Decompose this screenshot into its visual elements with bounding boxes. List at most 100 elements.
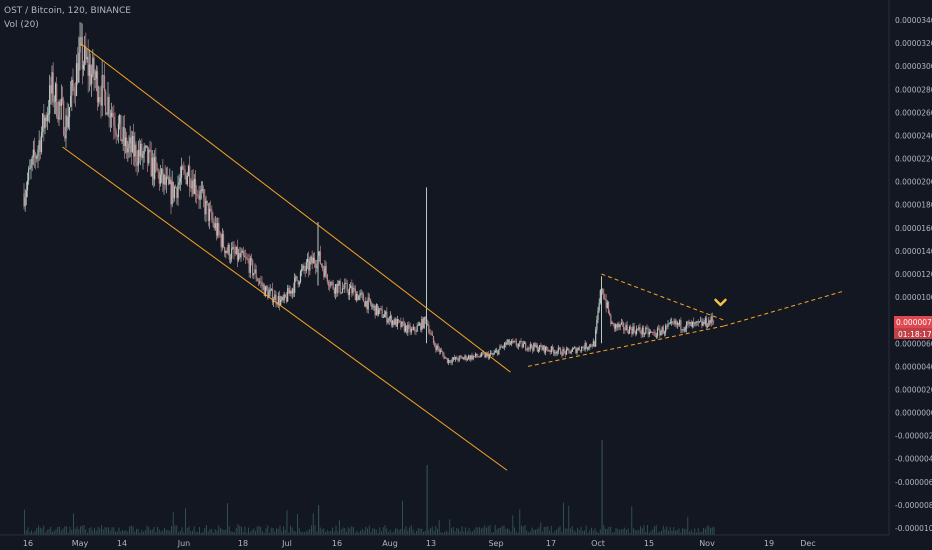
candle-body (70, 95, 72, 107)
candle-body (404, 325, 407, 332)
price-axis[interactable]: 0.00003400 0.00003200 0.00003000 0.00002800… (888, 0, 932, 535)
candle-body (218, 222, 220, 233)
candle-body (305, 262, 307, 271)
volume-bar (505, 529, 507, 535)
volume-bar (521, 525, 522, 535)
volume-bar (608, 526, 610, 535)
candle-body (85, 46, 87, 60)
volume-bar (547, 526, 549, 535)
volume-bar (53, 530, 55, 535)
candle-body (329, 285, 331, 287)
candle-body (112, 112, 114, 117)
candle-body (639, 327, 641, 332)
volume-bar (594, 528, 596, 535)
volume-bar (48, 528, 50, 535)
y-tick-label: 0.00003000 (895, 62, 932, 71)
candle-body (126, 137, 128, 153)
candle-body (632, 326, 634, 334)
volume-bar (239, 525, 241, 535)
candle-body (96, 71, 99, 103)
y-tick-label: 0.00003400 (895, 16, 932, 25)
candle-body (54, 83, 57, 102)
candle-body (451, 359, 453, 363)
volume-bar (699, 532, 701, 535)
candle-body (183, 169, 185, 171)
candle-body (495, 350, 498, 352)
volume-bar (624, 527, 626, 535)
candle-body (474, 353, 477, 357)
candle-body (514, 341, 516, 342)
volume-bar (29, 532, 31, 535)
volume-bar (416, 531, 417, 535)
candle-body (299, 271, 302, 283)
candle-body (556, 351, 558, 354)
candle-body (541, 346, 543, 350)
candle-body (542, 345, 544, 350)
candle-body (165, 176, 167, 185)
candle-body (418, 323, 421, 326)
candle-body (397, 319, 400, 321)
candle-body (388, 318, 390, 321)
candle-body (331, 282, 333, 284)
volume-bar (323, 528, 325, 535)
volume-bar (284, 529, 286, 535)
volume-bar (652, 529, 654, 535)
candle-body (256, 279, 258, 281)
candle-body (511, 340, 513, 344)
candle-body (623, 322, 625, 330)
volume-bar (45, 532, 46, 535)
candle-body (457, 359, 459, 361)
volume-bar (360, 530, 361, 535)
volume-bar (164, 527, 165, 535)
volume-bar (235, 527, 237, 535)
candle-body (553, 349, 555, 354)
candle-body (472, 356, 474, 360)
volume-bar (529, 531, 531, 535)
candle-body (458, 356, 460, 361)
volume-bar (636, 530, 638, 535)
candle-body (154, 156, 156, 180)
volume-bar (603, 525, 605, 535)
candle-body (546, 346, 548, 350)
volume-bar (353, 527, 354, 535)
candle-body (246, 257, 248, 259)
candle-body (33, 149, 36, 157)
volume-bar (701, 531, 703, 535)
volume-bar (706, 526, 708, 535)
volume-bar (24, 509, 25, 535)
time-axis[interactable]: 16 May 14 Jun 18 Jul 16 Aug 13 Sep 17 Oct 15 Nov 19 Dec (0, 534, 889, 548)
candle-body (473, 356, 475, 357)
candle-body (522, 343, 524, 348)
candle-body (441, 350, 443, 352)
candle-body (449, 359, 451, 363)
volume-bar (165, 529, 167, 535)
candle-body (270, 288, 272, 290)
volume-bar (206, 525, 207, 535)
volume-bar (305, 531, 307, 535)
candle-body (80, 37, 82, 39)
volume-bar (214, 529, 216, 535)
volume-bar (141, 530, 143, 535)
candle-body (136, 161, 138, 166)
candle-body (595, 329, 597, 347)
volume-bar (181, 527, 183, 535)
candle-body (518, 344, 520, 347)
candle-body (72, 79, 74, 87)
volume-bar (276, 528, 277, 535)
candle-body (361, 293, 363, 295)
volume-bar (283, 526, 284, 535)
candle-body (98, 97, 100, 103)
volume-bar (710, 527, 711, 535)
candle-body (374, 305, 376, 316)
volume-bar (564, 528, 566, 535)
candle-body (220, 235, 222, 248)
candle-body (74, 94, 76, 96)
volume-bar (668, 530, 669, 535)
volume-bar (477, 527, 479, 535)
candle-body (357, 293, 359, 301)
candle-body (206, 200, 208, 204)
candle-body (438, 348, 440, 352)
candle-body (411, 328, 414, 330)
y-tick-label: 0.00000000 (895, 409, 932, 418)
